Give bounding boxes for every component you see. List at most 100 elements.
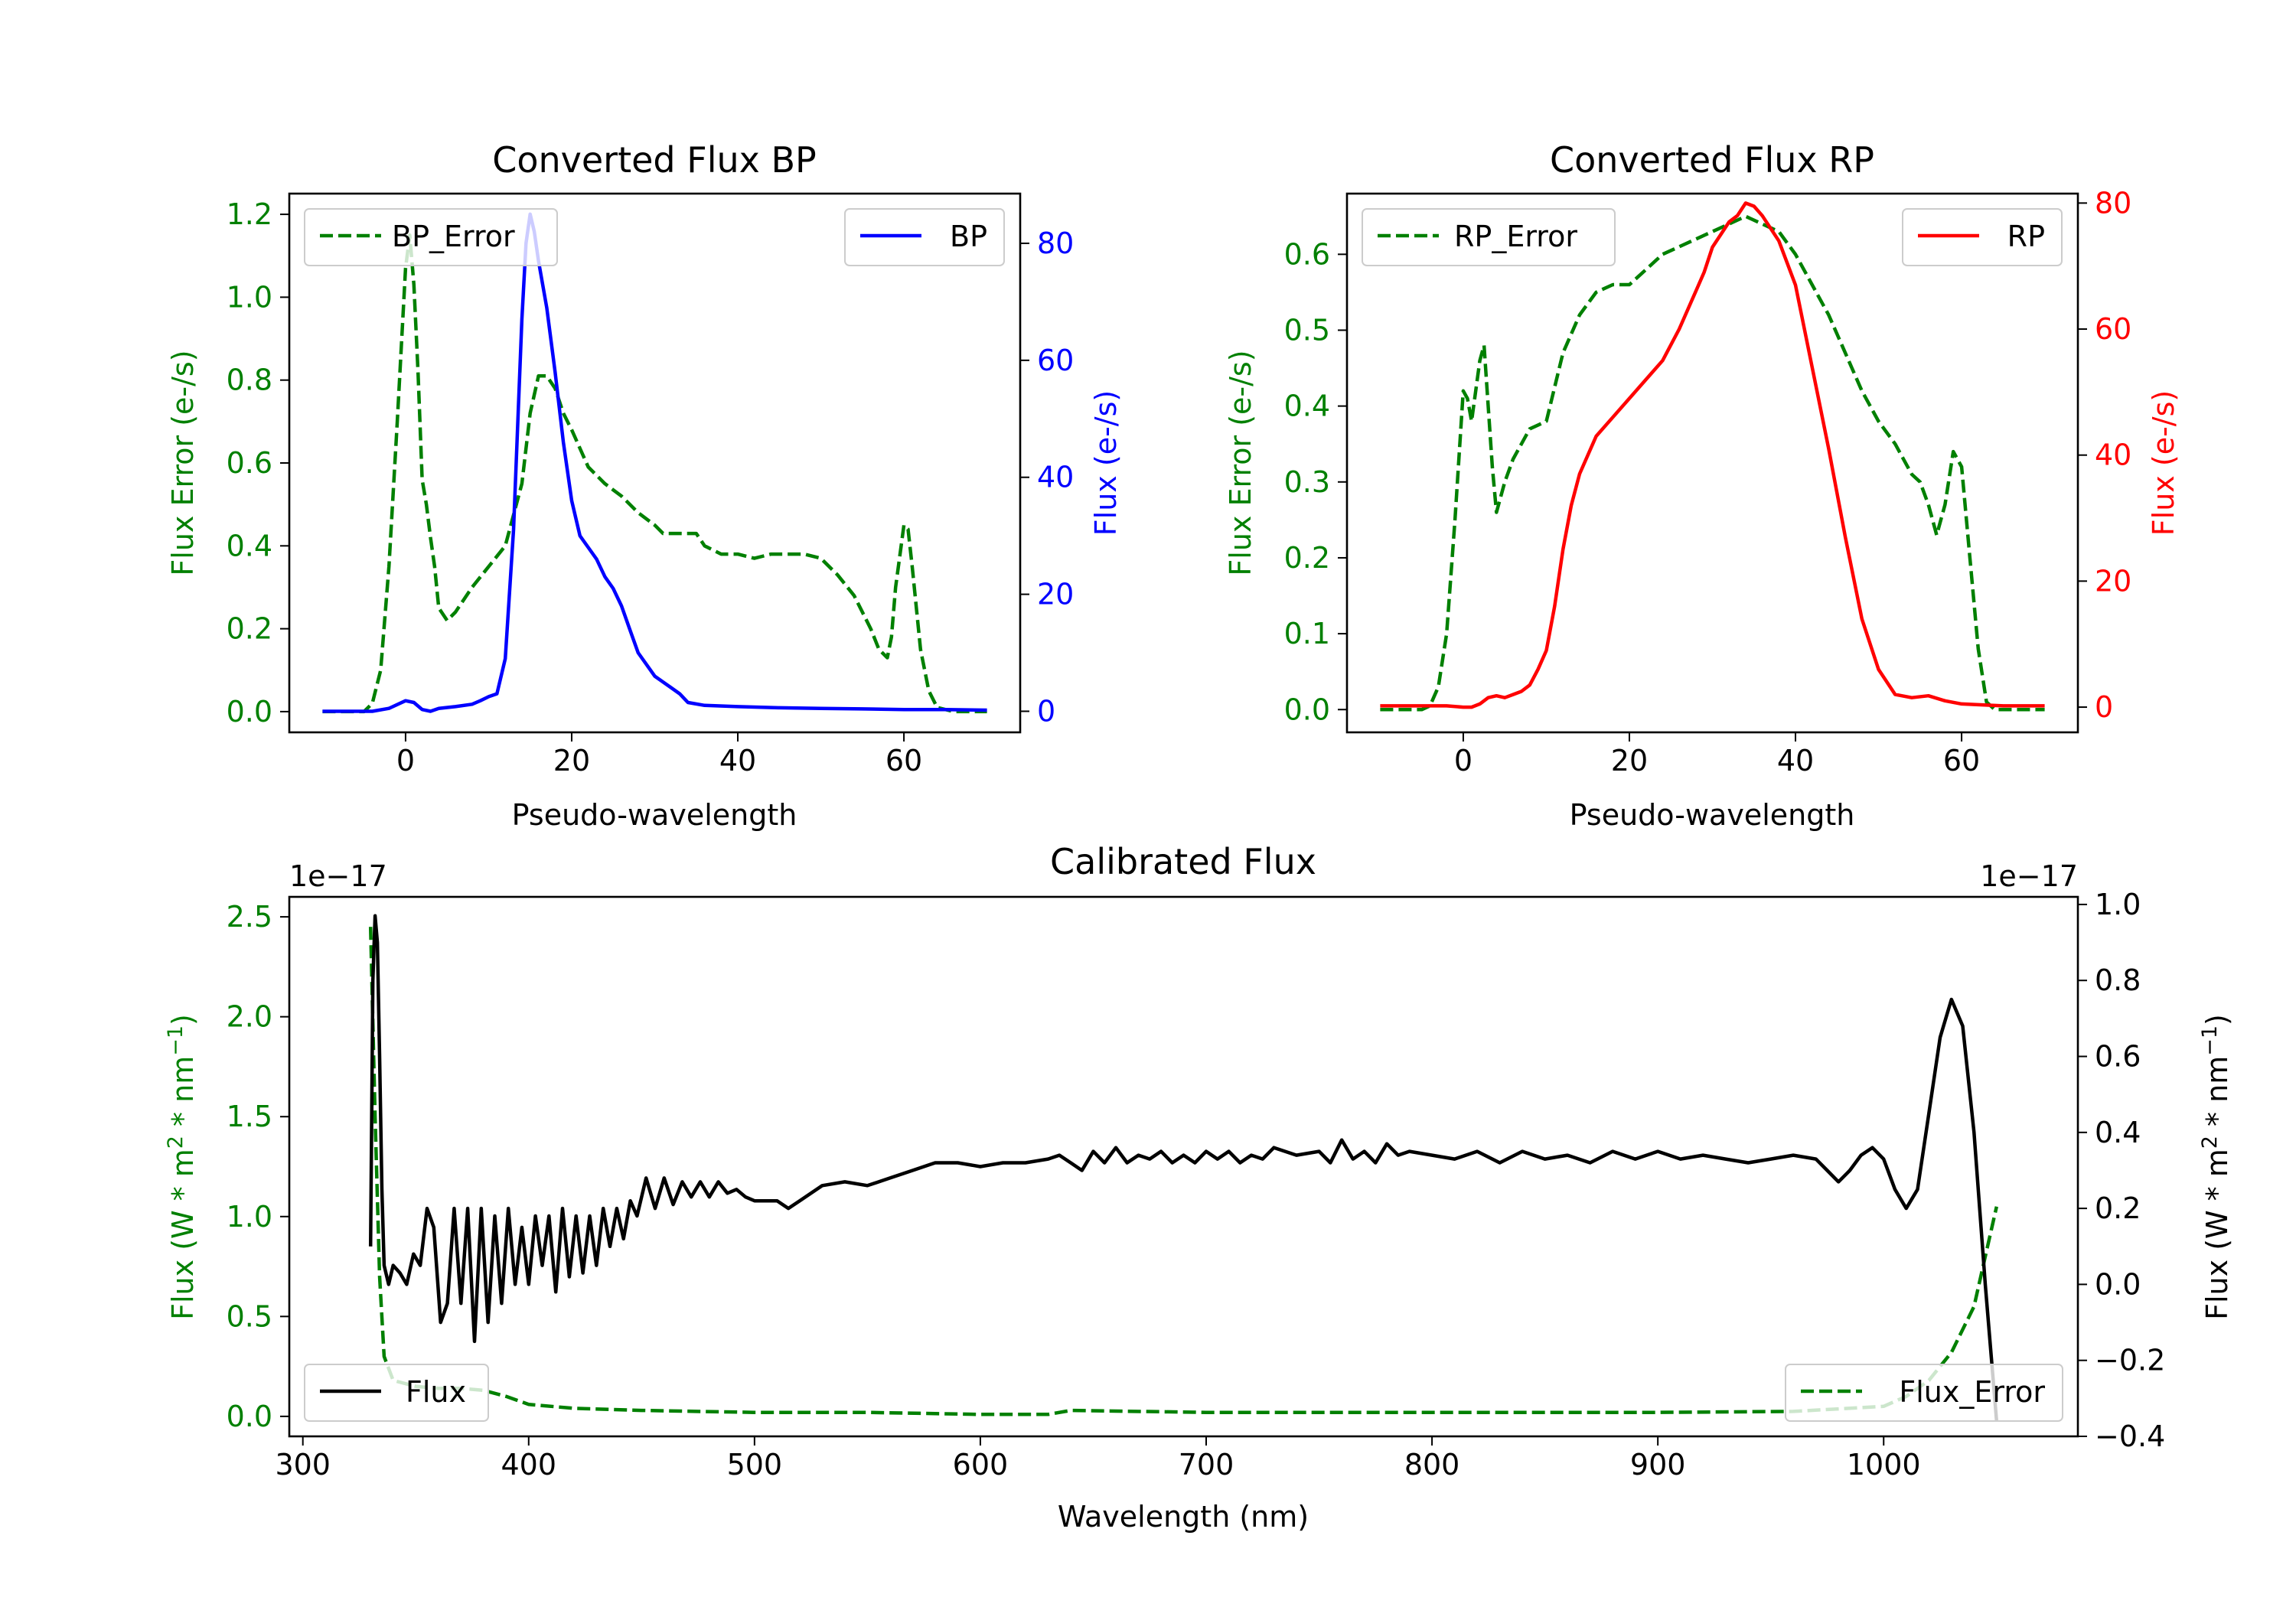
calibrated-left-tick-label: 2.0	[227, 1000, 272, 1034]
bp-right-tick-label: 60	[1037, 344, 1074, 377]
bp-legend[interactable]: BP	[844, 208, 1005, 266]
bp-left-tick-label: 1.0	[227, 280, 272, 314]
bp-left-tick-label: 0.0	[227, 695, 272, 729]
bp-x-tick-label: 20	[553, 744, 590, 777]
calibrated-x-tick-label: 600	[953, 1448, 1009, 1482]
bp-x-tick-label: 40	[719, 744, 756, 777]
flux-legend-box	[304, 1364, 489, 1422]
bp-left-tick-label: 0.8	[227, 363, 272, 397]
bp-left-tick-label: 0.2	[227, 612, 272, 646]
bp-axes-frame	[288, 192, 1022, 734]
rp-left-tick-label: 0.0	[1284, 693, 1330, 726]
bp-error-legend-label: BP_Error	[392, 220, 515, 253]
bp-legend-label: BP	[950, 220, 987, 253]
calibrated-left-offset-label: 1e−17	[289, 859, 387, 893]
rp-x-tick-label: 60	[1943, 744, 1980, 777]
rp-right-tick-label: 0	[2095, 690, 2113, 724]
calibrated-left-tick-label: 2.5	[227, 900, 272, 934]
calibrated-right-offset-label: 1e−17	[1980, 859, 2078, 893]
calibrated-right-label-sup1: 2	[2198, 1136, 2222, 1149]
bp-error-legend[interactable]: BP_Error	[304, 208, 558, 266]
calibrated-axes-frame	[288, 895, 2079, 1438]
calibrated-plot-area: 300 400 500 600 700 800 900 1000 0.0 0.5 1.0 1.5 2.0…	[227, 888, 2166, 1482]
bp-right-tick-label: 80	[1037, 227, 1074, 260]
panel-bp: Converted Flux BP 0 20 40 60 0.0 0.2 0.4 0.6 0.8…	[166, 139, 1123, 832]
bp-x-tick-label: 60	[885, 744, 922, 777]
bp-left-tick-label: 0.6	[227, 446, 272, 480]
calibrated-x-tick-label: 700	[1179, 1448, 1234, 1482]
calibrated-right-tick-label: 0.4	[2095, 1116, 2141, 1149]
calibrated-x-tick-label: 300	[275, 1448, 331, 1482]
calibrated-x-tick-label: 1000	[1847, 1448, 1921, 1482]
rp-error-legend-label: RP_Error	[1454, 220, 1577, 253]
rp-legend[interactable]: RP	[1902, 208, 2063, 266]
calibrated-right-tick-label: 0.2	[2095, 1191, 2141, 1225]
bp-left-tick-label: 1.2	[227, 197, 272, 231]
rp-left-tick-label: 0.4	[1284, 390, 1330, 423]
calibrated-right-axis-label: Flux (W * m2 * nm−1)	[2198, 1014, 2234, 1320]
rp-series-rp-error-line	[1380, 214, 2045, 712]
rp-plot-area: 0 20 40 60 0.0 0.1 0.2 0.3 0.4 0.5 0.6 0 20 40 60 80	[1284, 186, 2132, 777]
rp-left-tick-label: 0.2	[1284, 541, 1330, 575]
bp-series-bp-line	[322, 212, 987, 713]
bp-legend-box	[844, 208, 1005, 266]
bp-right-tick-label: 40	[1037, 461, 1074, 494]
rp-left-tick-label: 0.3	[1284, 465, 1330, 499]
calibrated-left-tick-label: 0.0	[227, 1400, 272, 1433]
calibrated-x-tick-label: 800	[1404, 1448, 1460, 1482]
flux-error-legend-box	[1785, 1364, 2063, 1422]
calibrated-left-tick-label: 1.5	[227, 1100, 272, 1133]
bp-x-axis-label: Pseudo-wavelength	[512, 798, 797, 832]
calibrated-left-label-part1: Flux (W * m	[166, 1149, 200, 1320]
bp-title: Converted Flux BP	[492, 139, 817, 181]
calibrated-right-tick-label: 0.8	[2095, 963, 2141, 997]
rp-right-tick-label: 60	[2095, 312, 2131, 346]
rp-x-tick-label: 0	[1454, 744, 1473, 777]
calibrated-right-tick-label: 0.0	[2095, 1267, 2141, 1301]
rp-left-tick-label: 0.5	[1284, 313, 1330, 347]
bp-left-tick-label: 0.4	[227, 529, 272, 562]
rp-left-axis-label: Flux Error (e-/s)	[1224, 350, 1257, 575]
calibrated-right-tick-label: −0.4	[2095, 1420, 2165, 1453]
bp-plot-area: 0 20 40 60 0.0 0.2 0.4 0.6 0.8 1.0 1.2 0 20 40 60 80	[227, 197, 1075, 777]
rp-legend-box	[1902, 208, 2063, 266]
calibrated-right-label-part2: * nm	[2200, 1056, 2234, 1136]
rp-x-tick-label: 20	[1611, 744, 1648, 777]
rp-right-axis-label: Flux (e-/s)	[2147, 390, 2180, 536]
calibrated-right-label-sup2: −1	[2198, 1025, 2222, 1056]
rp-series-rp-line	[1380, 201, 2045, 709]
calibrated-x-axis-label: Wavelength (nm)	[1058, 1500, 1309, 1534]
rp-title: Converted Flux RP	[1550, 139, 1874, 181]
calibrated-x-tick-label: 400	[501, 1448, 557, 1482]
panel-calibrated: Calibrated Flux 1e−17 1e−17 300 400 500 600…	[164, 841, 2234, 1534]
flux-legend[interactable]: Flux	[304, 1364, 489, 1422]
calibrated-right-label-part1: Flux (W * m	[2200, 1149, 2234, 1320]
calibrated-right-tick-label: −0.2	[2095, 1344, 2165, 1377]
calibrated-series-flux-line	[368, 914, 1999, 1422]
calibrated-right-tick-label: 1.0	[2095, 888, 2141, 921]
calibrated-title: Calibrated Flux	[1050, 841, 1316, 882]
calibrated-left-label-part2: * nm	[166, 1056, 200, 1136]
bp-series-bp-error-line	[322, 233, 987, 714]
calibrated-left-label-sup2: −1	[164, 1025, 188, 1056]
rp-right-tick-label: 20	[2095, 564, 2131, 598]
flux-error-legend[interactable]: Flux_Error	[1785, 1364, 2063, 1422]
calibrated-left-axis-label: Flux (W * m2 * nm−1)	[164, 1014, 200, 1320]
calibrated-right-label-close: )	[2200, 1014, 2234, 1025]
bp-x-tick-label: 0	[396, 744, 415, 777]
rp-left-tick-label: 0.1	[1284, 617, 1330, 650]
rp-x-axis-label: Pseudo-wavelength	[1570, 798, 1855, 832]
calibrated-x-tick-label: 900	[1630, 1448, 1686, 1482]
rp-error-legend[interactable]: RP_Error	[1362, 208, 1616, 266]
rp-error-legend-box	[1362, 208, 1616, 266]
panel-rp: Converted Flux RP 0 20 40 60 0.0 0.1 0.2 0.3 0.4…	[1224, 139, 2180, 832]
rp-x-tick-label: 40	[1777, 744, 1814, 777]
bp-right-tick-label: 0	[1037, 694, 1055, 728]
calibrated-right-tick-label: 0.6	[2095, 1040, 2141, 1074]
calibrated-left-tick-label: 0.5	[227, 1299, 272, 1333]
calibrated-left-tick-label: 1.0	[227, 1200, 272, 1234]
calibrated-left-label-sup1: 2	[164, 1136, 188, 1149]
rp-legend-label: RP	[2007, 220, 2045, 253]
bp-error-legend-box	[304, 208, 558, 266]
